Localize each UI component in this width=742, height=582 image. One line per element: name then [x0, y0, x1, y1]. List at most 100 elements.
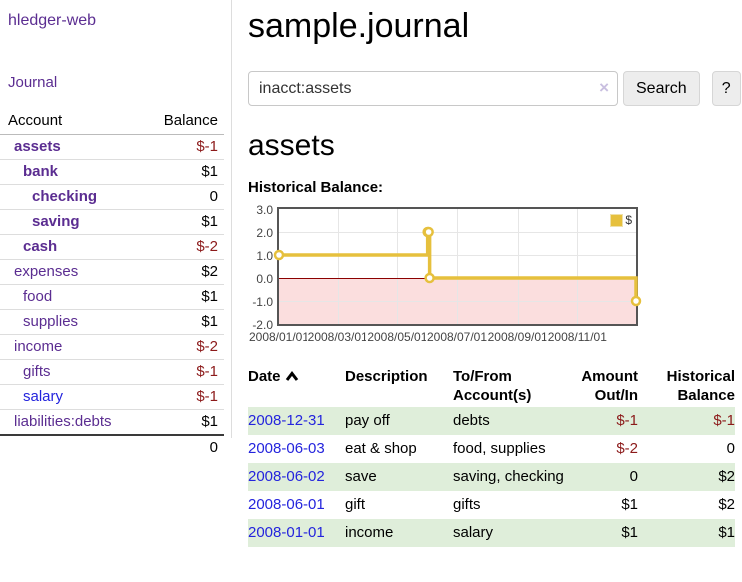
register-table: Date Description To/From Account(s) Amou… — [248, 365, 735, 547]
sidebar-account-link[interactable]: cash — [23, 238, 58, 255]
transaction-date-link[interactable]: 2008-06-02 — [248, 468, 325, 485]
register-date: 2008-12-31 — [248, 407, 345, 435]
register-header-amount: Amount Out/In — [581, 368, 638, 404]
y-axis-tick-label: -1.0 — [252, 295, 273, 309]
register-date: 2008-06-03 — [248, 435, 345, 463]
register-amount: 0 — [565, 463, 638, 491]
historical-balance-chart: $ 3.0 2.0 1.0 0.0 -1.0 -2.0 2008/01/01 2008/03… — [247, 203, 642, 344]
sidebar-account-link[interactable]: saving — [32, 213, 80, 230]
legend-label: $ — [625, 213, 632, 227]
register-header-balance: Historical Balance — [666, 368, 735, 404]
sidebar-account-link[interactable]: checking — [32, 188, 98, 205]
account-balance: $2 — [139, 259, 224, 285]
chart-section-label: Historical Balance: — [248, 179, 384, 196]
sidebar-item-journal[interactable]: Journal — [8, 74, 58, 91]
register-balance: $2 — [638, 463, 735, 491]
register-description: eat & shop — [345, 440, 417, 457]
register-amount: $-1 — [565, 407, 638, 435]
register-header-account: To/From Account(s) — [453, 368, 532, 404]
register-date: 2008-01-01 — [248, 519, 345, 547]
sidebar-account-link[interactable]: bank — [23, 163, 59, 180]
chart-gridline — [577, 209, 579, 324]
transaction-date-link[interactable]: 2008-12-31 — [248, 412, 325, 429]
legend-swatch-icon — [610, 213, 624, 227]
transaction-date-link[interactable]: 2008-06-01 — [248, 496, 325, 513]
account-balance: $-1 — [139, 359, 224, 385]
sidebar-account-link[interactable]: liabilities:debts — [14, 413, 112, 430]
sidebar-account-link[interactable]: supplies — [23, 313, 79, 330]
account-row: income $-2 — [0, 334, 224, 360]
help-button[interactable]: ? — [711, 71, 741, 106]
account-balance: $1 — [139, 409, 224, 436]
sidebar: hledger-web Journal Account Balance asse… — [0, 0, 232, 460]
account-heading: assets — [248, 129, 335, 162]
register-row: 2008-06-02 save saving, checking 0 $2 — [248, 463, 735, 491]
register-header-row: Date Description To/From Account(s) Amou… — [248, 365, 735, 407]
account-balance: $1 — [139, 209, 224, 235]
account-row: bank $1 — [0, 159, 224, 185]
transaction-date-link[interactable]: 2008-06-03 — [248, 440, 325, 457]
x-axis-tick-label: 2008/03/01 — [306, 330, 369, 344]
sidebar-account-link[interactable]: salary — [23, 388, 64, 405]
account-row: expenses $2 — [0, 259, 224, 285]
register-accounts: gifts — [453, 496, 481, 513]
accounts-header-account: Account — [0, 108, 139, 135]
register-balance: $1 — [638, 519, 735, 547]
account-balance: $1 — [139, 159, 224, 185]
register-body: 2008-12-31 pay off debts $-1 $-1 2008-06-03 ea… — [248, 407, 735, 547]
x-axis-tick-label: 2008/07/01 — [425, 330, 489, 344]
register-amount: $1 — [565, 519, 638, 547]
y-axis-tick-label: 3.0 — [256, 203, 273, 217]
sidebar-account-link[interactable]: gifts — [23, 363, 51, 380]
sidebar-account-link[interactable]: income — [14, 338, 63, 355]
accounts-table: Account Balance assets $-1 bank $1 checking 0… — [0, 108, 224, 460]
account-row: salary $-1 — [0, 384, 224, 410]
account-row: liabilities:debts $1 — [0, 409, 224, 436]
account-balance: $-1 — [139, 134, 224, 160]
page-title: sample.journal — [248, 7, 470, 45]
chart-legend: $ — [610, 213, 632, 227]
register-header-date: Date — [248, 365, 345, 407]
sort-ascending-icon — [285, 371, 298, 381]
register-balance: $2 — [718, 496, 735, 513]
account-row: gifts $-1 — [0, 359, 224, 385]
register-row: 2008-01-01 income salary $1 $1 — [248, 519, 735, 547]
x-axis-tick-label: 2008/01/01 — [247, 330, 311, 344]
main-content: sample.journal × Search ? assets Histori… — [247, 0, 741, 547]
account-row: saving $1 — [0, 209, 224, 235]
register-accounts: food, supplies — [453, 440, 546, 457]
y-axis-tick-label: -2.0 — [252, 318, 273, 332]
sidebar-account-link[interactable]: food — [23, 288, 53, 305]
transaction-date-link[interactable]: 2008-01-01 — [248, 524, 325, 541]
register-accounts: salary — [453, 519, 565, 547]
register-description: income — [345, 519, 453, 547]
register-date: 2008-06-02 — [248, 463, 345, 491]
search-input[interactable] — [248, 71, 618, 106]
account-row: supplies $1 — [0, 309, 224, 335]
app-brand-link[interactable]: hledger-web — [8, 12, 97, 29]
account-row: checking 0 — [0, 184, 224, 210]
account-row: assets $-1 — [0, 134, 224, 160]
y-axis-tick-label: 1.0 — [256, 249, 273, 263]
account-balance: $1 — [139, 284, 224, 310]
account-balance: 0 — [139, 184, 224, 210]
register-row: 2008-06-03 eat & shop food, supplies $-2 0 — [248, 435, 735, 463]
search-button[interactable]: Search — [623, 71, 700, 106]
chart-gridline — [397, 209, 399, 324]
account-balance: $-2 — [139, 334, 224, 360]
register-description: gift — [345, 496, 366, 513]
register-amount: $-2 — [616, 440, 638, 457]
account-balance: $1 — [139, 309, 224, 335]
sidebar-account-link[interactable]: expenses — [14, 263, 79, 280]
register-row: 2008-12-31 pay off debts $-1 $-1 — [248, 407, 735, 435]
account-row: food $1 — [0, 284, 224, 310]
sidebar-account-link[interactable]: assets — [14, 138, 61, 155]
clear-search-icon[interactable]: × — [599, 77, 609, 97]
register-row: 2008-06-01 gift gifts $1 $2 — [248, 491, 735, 519]
chart-gridline — [337, 209, 339, 324]
accounts-header-row: Account Balance — [0, 108, 224, 135]
register-amount: $1 — [621, 496, 638, 513]
accounts-header-balance: Balance — [139, 108, 224, 135]
register-balance: 0 — [726, 440, 735, 457]
accounts-total-row: 0 — [0, 434, 224, 460]
